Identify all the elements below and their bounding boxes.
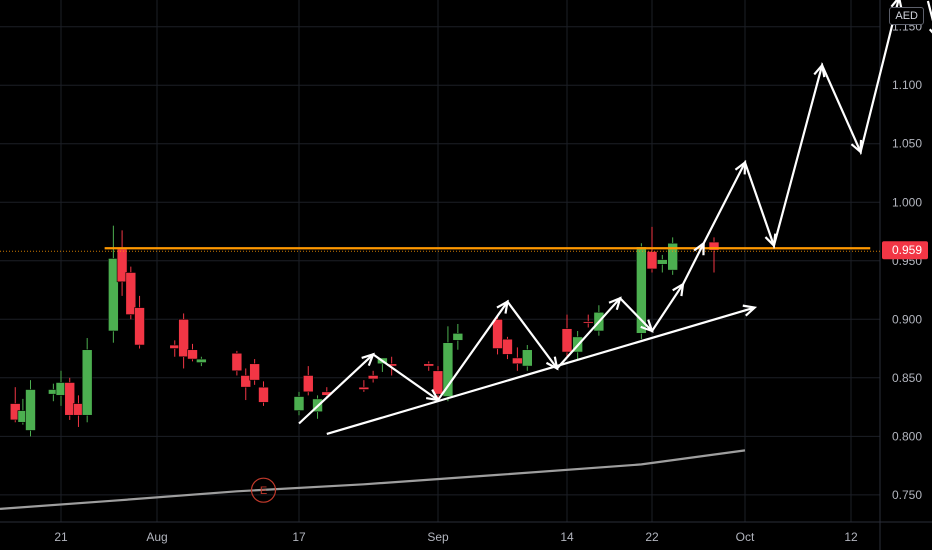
candle-down <box>502 338 513 355</box>
y-tick-label: 1.050 <box>892 137 922 151</box>
projection-arrowhead <box>890 0 903 10</box>
x-tick-label: Aug <box>146 530 167 544</box>
projection-path <box>298 0 900 425</box>
projection-arrowhead <box>496 299 509 314</box>
y-tick-label: 1.000 <box>892 195 922 209</box>
candle-down <box>258 386 269 403</box>
candle-down <box>249 363 260 381</box>
y-tick-label: 1.100 <box>892 78 922 92</box>
currency-badge[interactable]: AED <box>889 7 924 25</box>
candle-down <box>492 318 503 349</box>
candle-down <box>423 363 435 367</box>
candle-up <box>442 342 454 397</box>
last-price-tag: 0.959 <box>882 241 928 260</box>
earnings-marker-label: E <box>260 485 267 497</box>
projection-arrowhead <box>850 139 863 155</box>
projection-arrowhead <box>608 296 622 311</box>
candle-down <box>187 349 198 360</box>
candle-down <box>240 375 252 388</box>
projection-arrowhead <box>672 282 685 297</box>
x-tick-label: 12 <box>844 530 858 544</box>
last-price-tag-bg <box>882 241 928 260</box>
candle-up <box>196 358 207 363</box>
candle-down <box>432 370 444 395</box>
candle-up <box>452 333 464 341</box>
projection-arrowhead <box>734 160 747 175</box>
candle-down <box>708 241 720 251</box>
moving-average-line <box>0 449 746 510</box>
y-tick-label: 0.900 <box>892 312 922 326</box>
candle-up <box>657 259 668 265</box>
candle-down <box>646 251 658 270</box>
projection-arrowhead <box>813 62 826 78</box>
candle-up <box>667 242 678 271</box>
projection-arrowhead <box>425 389 441 402</box>
x-tick-label: 21 <box>54 530 68 544</box>
grid <box>0 0 880 522</box>
x-tick-label: Oct <box>736 530 755 544</box>
y-tick-label: 0.800 <box>892 429 922 443</box>
candle-up <box>522 349 533 367</box>
candle-down <box>178 318 189 358</box>
y-tick-label: 0.750 <box>892 488 922 502</box>
candle-up <box>293 396 305 411</box>
projection-arrowhead <box>361 352 375 366</box>
candle-up <box>108 258 119 332</box>
candle-up <box>81 349 93 416</box>
candles <box>9 225 720 437</box>
projection-arrowhead <box>693 240 705 256</box>
candle-down <box>231 352 243 372</box>
x-tick-label: Sep <box>427 530 449 544</box>
candle-down <box>561 328 573 353</box>
candle-down <box>358 386 370 390</box>
projection-arrowhead <box>764 233 777 248</box>
x-tick-label: 14 <box>560 530 574 544</box>
candle-down <box>367 375 379 380</box>
candle-up <box>25 389 36 431</box>
candle-up <box>636 246 647 334</box>
projection-arrowhead <box>640 319 654 333</box>
support-trendline <box>326 306 755 436</box>
projection-path-tail <box>926 0 932 22</box>
x-tick-label: 22 <box>645 530 659 544</box>
candle-down <box>582 321 594 324</box>
candle-down <box>64 382 76 416</box>
candle-down <box>169 344 181 349</box>
earnings-marker <box>250 477 277 503</box>
candle-down <box>302 375 314 393</box>
x-tick-label: 17 <box>292 530 306 544</box>
y-tick-label: 0.850 <box>892 371 922 385</box>
projection-arrowhead <box>545 356 559 371</box>
candle-down <box>125 272 137 315</box>
candle-down <box>134 307 145 346</box>
trendline-arrowhead <box>742 304 758 317</box>
last-price-value: 0.959 <box>892 243 922 257</box>
candle-down <box>512 357 523 365</box>
